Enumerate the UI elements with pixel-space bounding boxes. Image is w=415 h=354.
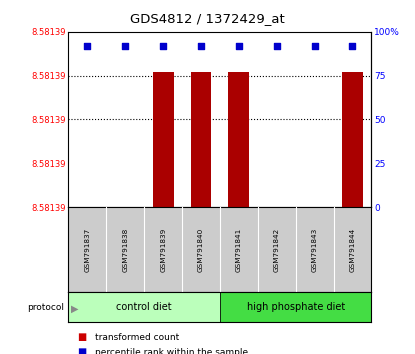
Point — [349, 43, 356, 49]
Bar — [190, 72, 211, 207]
Text: GDS4812 / 1372429_at: GDS4812 / 1372429_at — [130, 12, 285, 25]
Text: GSM791837: GSM791837 — [84, 227, 90, 272]
Text: ■: ■ — [77, 347, 86, 354]
Bar — [229, 72, 249, 207]
Text: GSM791839: GSM791839 — [160, 227, 166, 272]
Text: transformed count: transformed count — [95, 333, 180, 342]
Point — [198, 43, 204, 49]
Bar — [342, 72, 363, 207]
Point — [273, 43, 280, 49]
Text: ▶: ▶ — [71, 304, 78, 314]
Text: percentile rank within the sample: percentile rank within the sample — [95, 348, 249, 354]
Point — [84, 43, 91, 49]
Bar — [220, 292, 371, 322]
Point — [236, 43, 242, 49]
Text: GSM791843: GSM791843 — [312, 227, 317, 272]
Text: GSM791838: GSM791838 — [122, 227, 128, 272]
Point — [122, 43, 129, 49]
Text: high phosphate diet: high phosphate diet — [247, 302, 345, 312]
Text: GSM791841: GSM791841 — [236, 227, 242, 272]
Text: GSM791844: GSM791844 — [349, 227, 356, 272]
Text: GSM791842: GSM791842 — [274, 227, 280, 272]
Point — [160, 43, 166, 49]
Bar — [68, 292, 220, 322]
Text: ■: ■ — [77, 332, 86, 342]
Point — [311, 43, 318, 49]
Text: control diet: control diet — [116, 302, 172, 312]
Bar — [153, 72, 173, 207]
Text: GSM791840: GSM791840 — [198, 227, 204, 272]
Text: protocol: protocol — [27, 303, 64, 312]
